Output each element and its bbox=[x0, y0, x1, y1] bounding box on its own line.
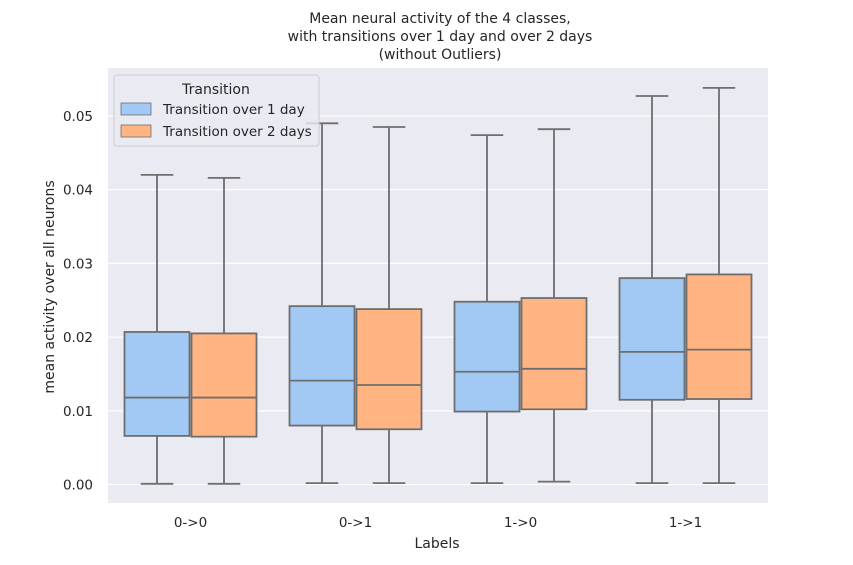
legend-swatch-transition-2-days bbox=[120, 124, 152, 138]
box-body bbox=[355, 308, 423, 431]
box-0->0-series-1 bbox=[190, 176, 258, 485]
box-1->0-series-1 bbox=[520, 128, 588, 483]
y-tick-labels: 0.00 0.01 0.02 0.03 0.04 0.05 bbox=[63, 109, 93, 494]
legend-frame bbox=[113, 74, 320, 147]
legend-entry-transition-1-day: Transition over 1 day bbox=[162, 102, 305, 118]
box-body bbox=[288, 305, 356, 427]
legend-title: Transition bbox=[181, 82, 250, 98]
box-1->1-series-0 bbox=[618, 95, 686, 484]
y-tick-label-4: 0.04 bbox=[63, 183, 93, 199]
x-tick-labels: 0->0 0->1 1->0 1->1 bbox=[174, 515, 702, 531]
box-1->0-series-0 bbox=[453, 134, 521, 484]
box-body bbox=[453, 300, 521, 413]
y-axis-label: mean activity over all neurons bbox=[42, 180, 58, 393]
legend-entry-transition-2-days: Transition over 2 days bbox=[162, 124, 312, 140]
box-body bbox=[190, 332, 258, 438]
x-tick-label-3: 1->1 bbox=[669, 515, 702, 531]
x-tick-label-2: 1->0 bbox=[504, 515, 537, 531]
box-0->0-series-0 bbox=[123, 174, 191, 485]
y-tick-label-1: 0.01 bbox=[63, 404, 93, 420]
legend-swatch-transition-1-day bbox=[120, 102, 152, 116]
x-axis-label: Labels bbox=[414, 536, 459, 552]
boxplot-marks bbox=[123, 87, 753, 485]
chart-title-line-2: with transitions over 1 day and over 2 d… bbox=[288, 29, 593, 45]
box-body bbox=[685, 273, 753, 400]
y-tick-label-2: 0.02 bbox=[63, 330, 93, 346]
chart-title-line-3: (without Outliers) bbox=[379, 47, 502, 63]
y-tick-label-5: 0.05 bbox=[63, 109, 93, 125]
box-body bbox=[618, 277, 686, 401]
chart-title-line-1: Mean neural activity of the 4 classes, bbox=[309, 11, 571, 27]
box-0->1-series-1 bbox=[355, 126, 423, 484]
box-body bbox=[520, 297, 588, 411]
box-body bbox=[123, 331, 191, 437]
legend: Transition Transition over 1 day Transit… bbox=[113, 74, 320, 147]
y-tick-label-0: 0.00 bbox=[63, 478, 93, 494]
y-tick-label-3: 0.03 bbox=[63, 256, 93, 272]
box-1->1-series-1 bbox=[685, 87, 753, 484]
box-0->1-series-0 bbox=[288, 122, 356, 484]
x-tick-label-1: 0->1 bbox=[339, 515, 372, 531]
x-tick-label-0: 0->0 bbox=[174, 515, 207, 531]
